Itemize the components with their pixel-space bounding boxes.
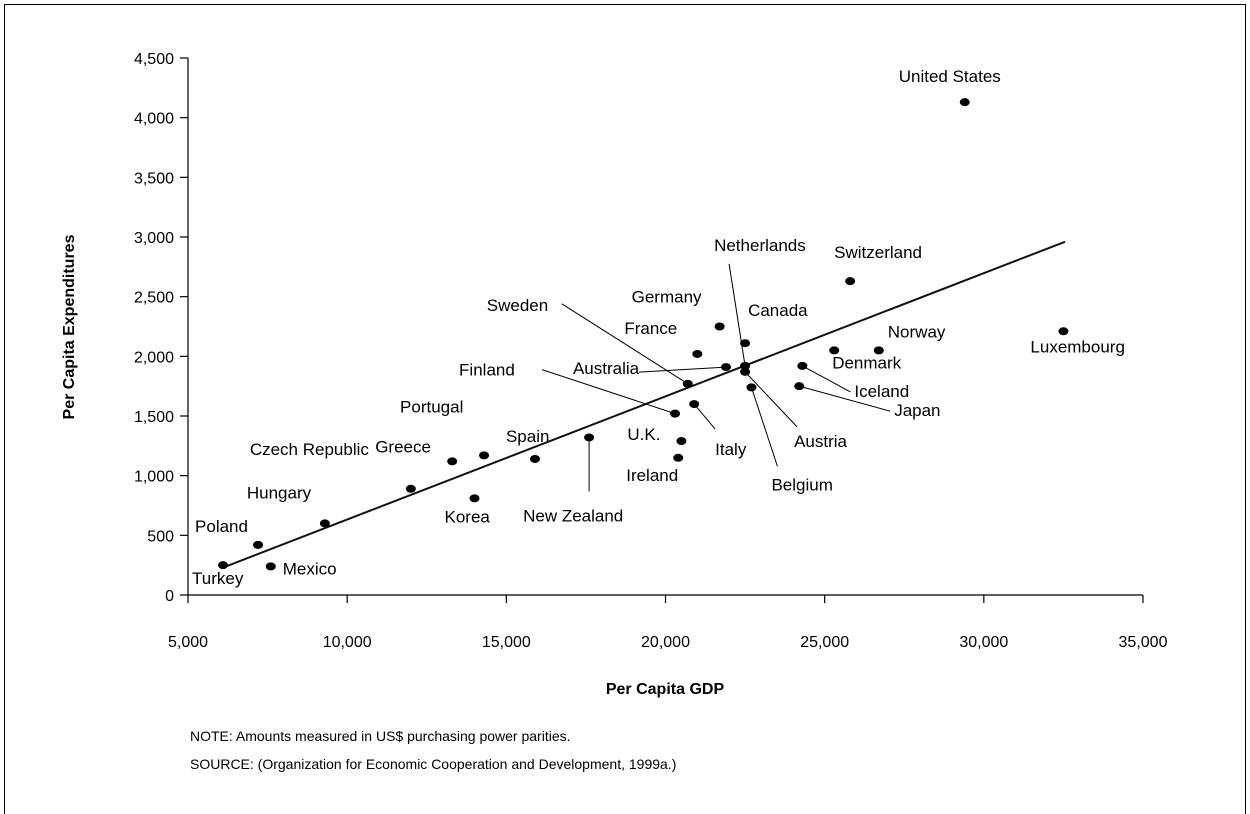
figure-frame [4,4,1246,814]
point-label: Germany [632,288,702,307]
point-label: Ireland [626,466,678,485]
leader-lines [541,263,891,492]
data-point [720,363,731,372]
point-label: Switzerland [834,243,922,262]
data-point [746,383,757,392]
data-point [673,453,684,462]
data-point [670,409,681,418]
x-tick-label: 15,000 [482,634,531,651]
data-point [692,349,703,358]
leader-line [638,366,727,373]
data-point [829,346,840,355]
source-text: SOURCE: (Organization for Economic Coope… [190,756,677,772]
data-point [676,437,687,446]
point-label: Mexico [283,559,337,578]
point-label: Italy [715,440,747,459]
point-label: Canada [748,301,808,320]
point-label: Australia [573,359,640,378]
point-labels: Turkey Poland Mexico Hungary Czech Republic G… [192,67,1125,588]
point-label: Korea [445,507,491,526]
point-label: Greece [375,437,431,456]
y-tick-label: 4,000 [134,111,174,128]
leader-line [541,369,676,415]
y-tick-label: 4,500 [134,51,174,68]
data-point [529,454,540,463]
note-text: NOTE: Amounts measured in US$ purchasing… [190,728,571,744]
x-axis-title: Per Capita GDP [606,681,725,698]
x-tick-label: 20,000 [641,634,690,651]
point-label: Iceland [854,382,909,401]
y-axis-title: Per Capita Expenditures [61,234,78,419]
y-tick-label: 3,500 [134,170,174,187]
leader-line [750,387,778,467]
scatter-chart: 0 500 1,000 1,500 2,000 2,500 3,000 3,500 4,000 4… [61,51,1168,698]
trend-line [222,240,1066,569]
y-tick-label: 1,500 [134,409,174,426]
data-point [797,361,808,370]
point-label: Poland [195,517,248,536]
data-point [873,346,884,355]
y-tick-label: 2,000 [134,349,174,366]
point-label: Spain [506,427,549,446]
data-point [265,562,276,571]
point-label: Netherlands [714,236,806,255]
point-label: Portugal [400,397,463,416]
data-point [682,379,693,388]
data-point [689,400,700,409]
point-label: France [624,319,677,338]
point-label: Hungary [247,483,312,502]
x-tick-label: 30,000 [959,634,1008,651]
point-label: Belgium [771,475,832,494]
trend-line-group [222,240,1066,569]
data-point [1058,327,1069,336]
point-label: United States [899,67,1001,86]
data-point [253,540,264,549]
point-label: Denmark [832,353,901,372]
data-point [447,457,458,466]
x-tick-label: 5,000 [168,634,208,651]
point-label: Finland [459,361,515,380]
data-point [845,277,856,286]
data-point [405,484,416,493]
x-tick-label: 35,000 [1119,634,1168,651]
data-point [740,367,751,376]
data-point [479,451,490,460]
point-label: New Zealand [523,506,623,525]
chart-axes: 0 500 1,000 1,500 2,000 2,500 3,000 3,500 4,000 4… [134,51,1168,651]
data-point [740,361,751,370]
point-label: U.K. [627,425,660,444]
point-label: Luxembourg [1030,337,1125,356]
x-tick-label: 10,000 [323,634,372,651]
data-point [584,433,595,442]
y-tick-label: 500 [147,528,174,545]
leader-line [728,263,746,366]
leader-line [799,385,891,412]
data-point [218,561,229,570]
point-label: Sweden [487,296,548,315]
leader-line [744,371,798,428]
leader-line [802,365,851,393]
y-tick-label: 2,500 [134,290,174,307]
point-label: Czech Republic [250,440,370,459]
point-label: Turkey [192,569,244,588]
y-tick-label: 3,000 [134,230,174,247]
data-point [319,519,330,528]
data-point [469,494,480,503]
data-point [794,382,805,391]
y-tick-label: 0 [165,588,174,605]
x-tick-label: 25,000 [800,634,849,651]
point-label: Japan [894,401,940,420]
y-tick-label: 1,000 [134,469,174,486]
data-point [714,322,725,331]
point-label: Norway [888,322,946,341]
point-label: Austria [794,432,847,451]
data-point [959,98,970,107]
data-points [218,98,1069,571]
data-point [740,339,751,348]
leader-line [693,403,716,430]
